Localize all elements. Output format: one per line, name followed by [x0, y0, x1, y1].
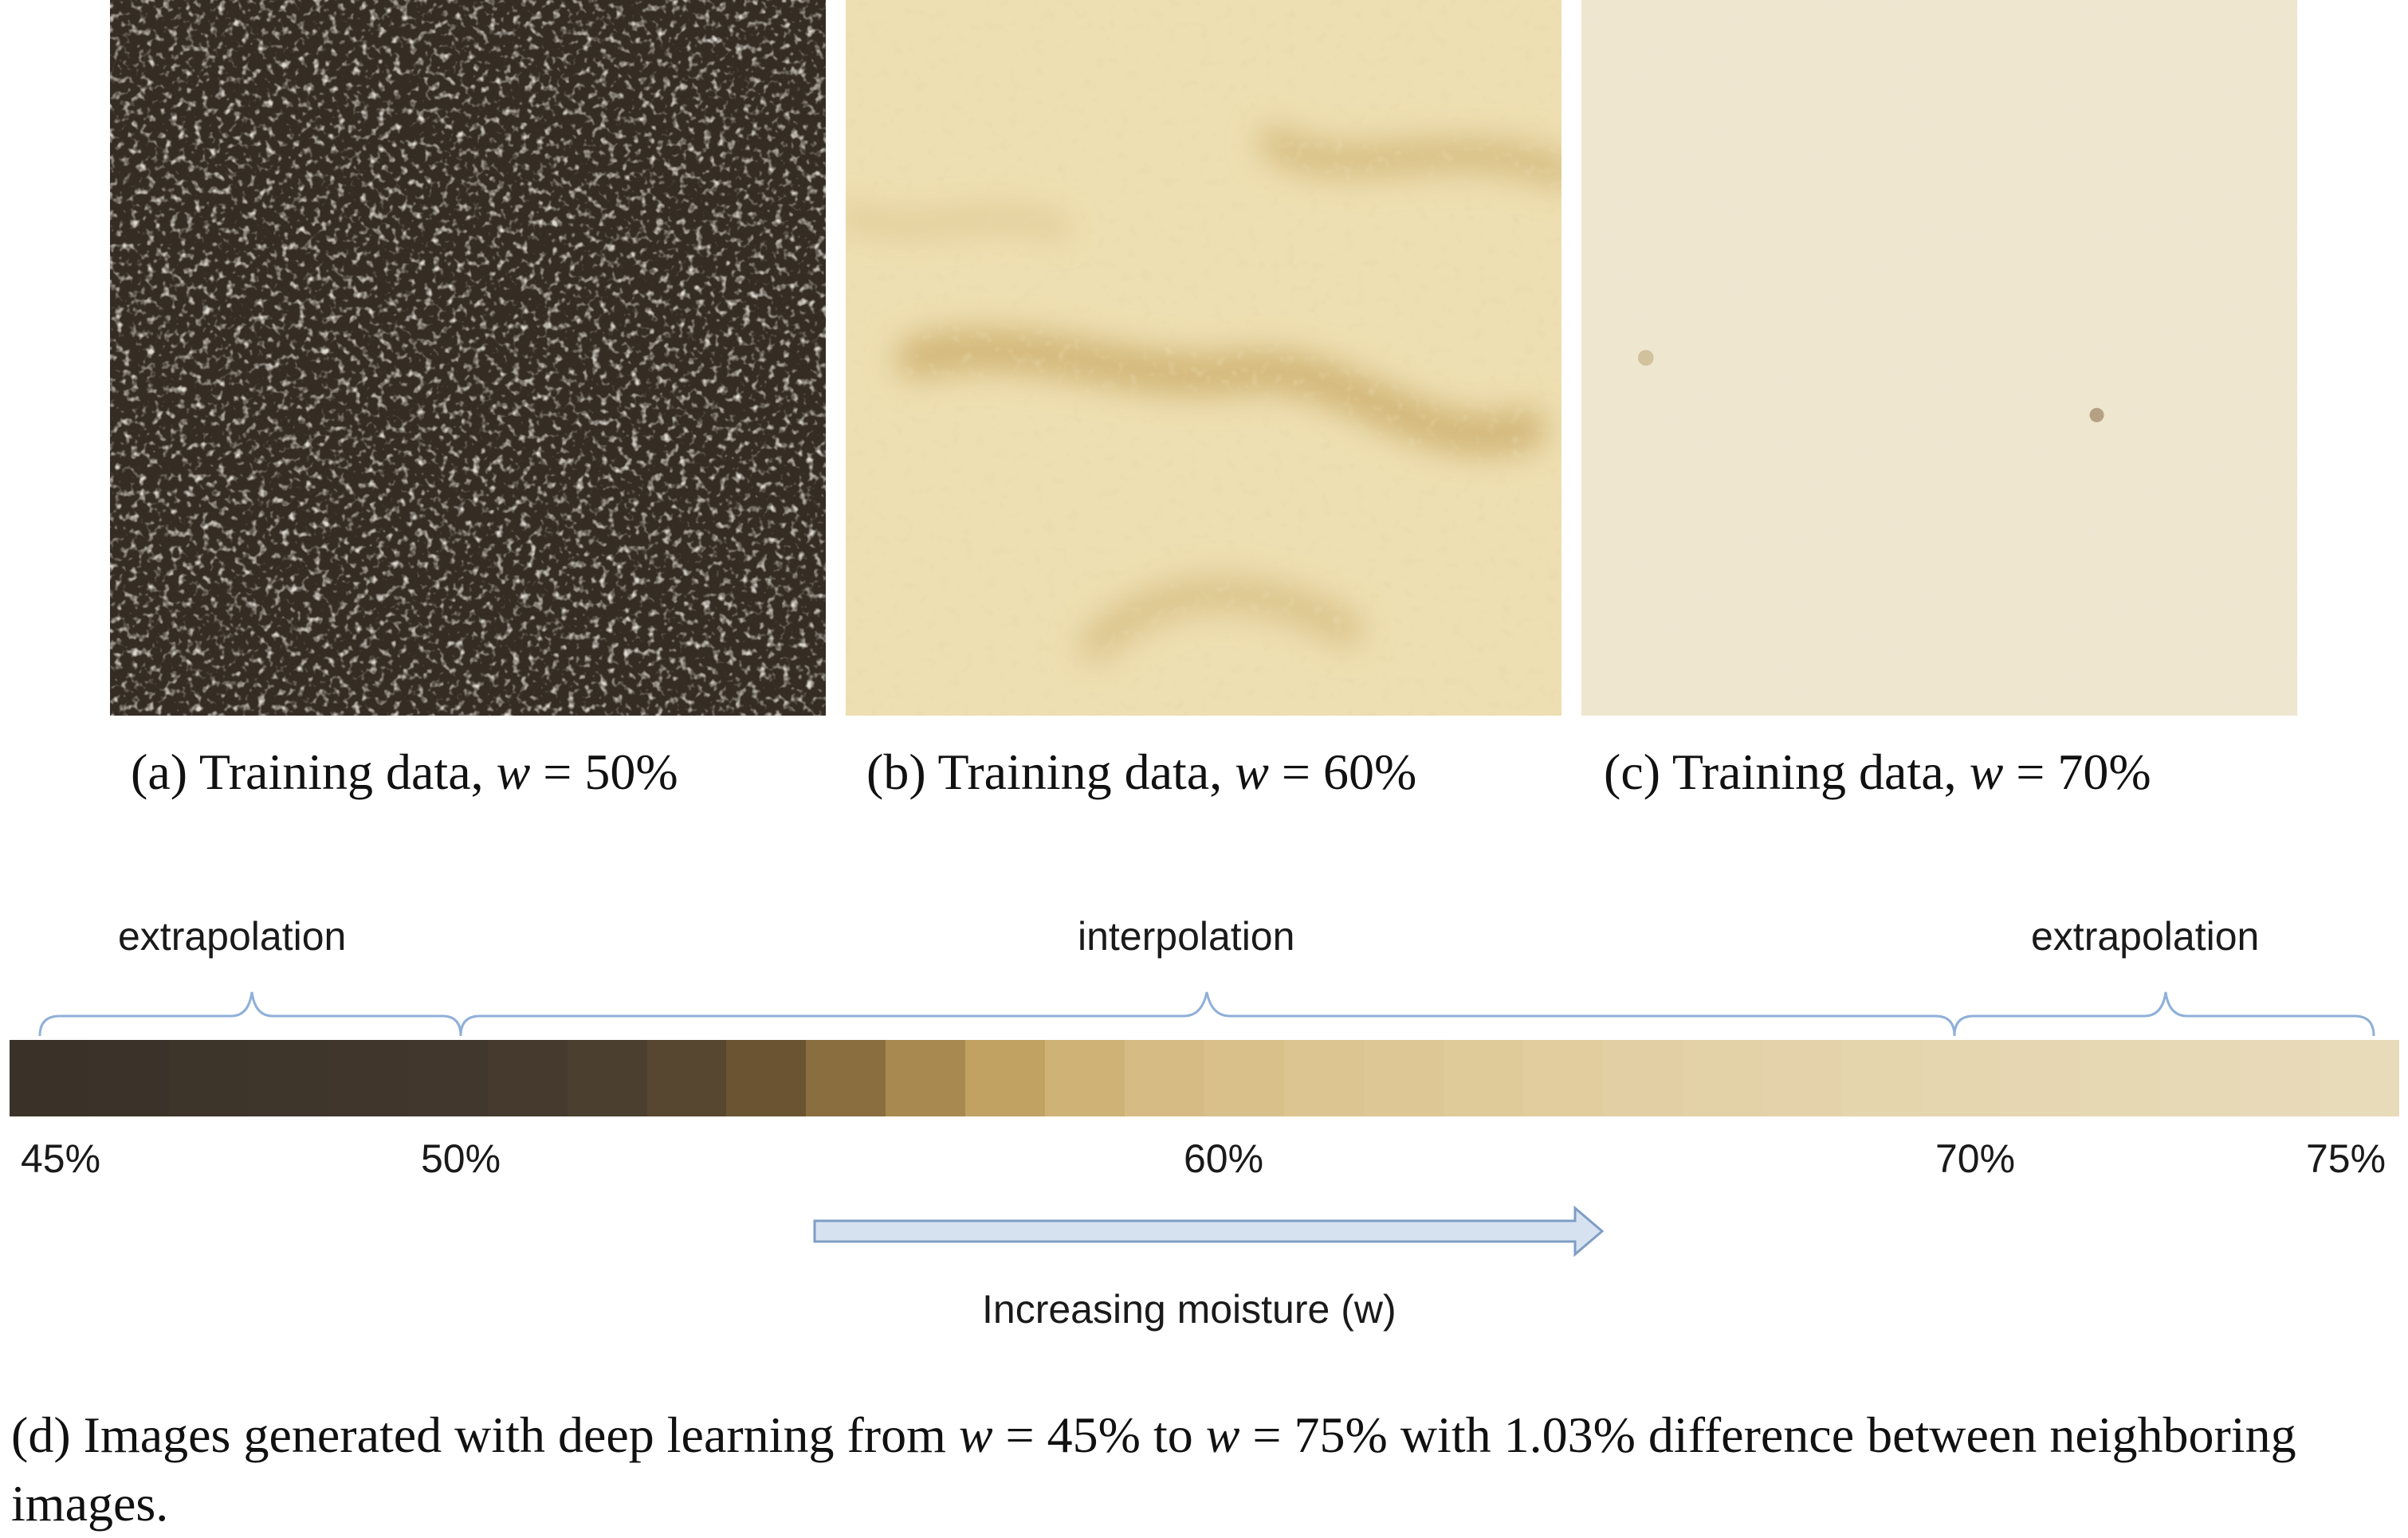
generated-image-cell — [328, 1040, 408, 1116]
caption-d-var2: w — [1205, 1407, 1240, 1463]
tick-45: 45% — [21, 1136, 101, 1181]
generated-image-cell — [248, 1040, 328, 1116]
generated-image-cell — [168, 1040, 249, 1116]
generated-image-cell — [407, 1040, 488, 1116]
generated-image-cell — [487, 1040, 568, 1116]
generated-image-cell — [886, 1040, 966, 1116]
caption-d-v1: 45% — [1047, 1407, 1141, 1463]
caption-c-eq: = — [2016, 743, 2045, 800]
caption-a-text: Training data, — [198, 743, 484, 800]
tick-50: 50% — [421, 1136, 501, 1181]
caption-d-suffix: with 1.03% difference between neighborin… — [11, 1407, 2296, 1532]
caption-d-var1: w — [958, 1407, 993, 1463]
tick-75: 75% — [2306, 1136, 2386, 1181]
caption-panel-d: (d) Images generated with deep learning … — [11, 1401, 2394, 1538]
tick-60: 60% — [1184, 1136, 1264, 1181]
generated-image-cell — [1762, 1040, 1842, 1116]
texture-panel-a — [110, 0, 826, 716]
generated-image-cell — [1125, 1040, 1205, 1116]
caption-a-value: 50% — [584, 743, 678, 800]
caption-b-var: w — [1235, 743, 1269, 800]
generated-image-cell — [1841, 1040, 1922, 1116]
generated-image-cell — [1045, 1040, 1125, 1116]
brace-left — [38, 991, 462, 1037]
caption-c-var: w — [1969, 743, 2004, 800]
generated-image-cell — [1363, 1040, 1444, 1116]
generated-image-cell — [965, 1040, 1046, 1116]
caption-b-value: 60% — [1322, 743, 1417, 800]
generated-image-cell — [1682, 1040, 1762, 1116]
caption-b-label: (b) — [866, 743, 926, 800]
texture-panel-c — [1581, 0, 2297, 716]
generated-image-cell — [2320, 1040, 2399, 1116]
generated-image-cell — [1602, 1040, 1683, 1116]
extrapolation-right-label: extrapolation — [2031, 914, 2260, 959]
generated-image-cell — [88, 1040, 169, 1116]
tick-70: 70% — [1935, 1136, 2016, 1181]
generated-image-cell — [2080, 1040, 2161, 1116]
generated-image-cell — [1921, 1040, 2001, 1116]
interpolation-label: interpolation — [1078, 914, 1295, 959]
generated-image-strip — [10, 1040, 2399, 1116]
caption-c-label: (c) — [1604, 743, 1661, 800]
generated-image-cell — [1443, 1040, 1523, 1116]
generated-image-cell — [2240, 1040, 2320, 1116]
generated-image-cell — [1522, 1040, 1603, 1116]
caption-panel-c: (c) Training data, w = 70% — [1604, 743, 2151, 802]
caption-d-prefix: (d) Images generated with deep learning … — [11, 1407, 946, 1463]
generated-image-cell — [567, 1040, 647, 1116]
caption-c-value: 70% — [2057, 743, 2151, 800]
brace-right — [1953, 991, 2375, 1037]
caption-d-eq2: = — [1252, 1407, 1282, 1463]
generated-image-cell — [2001, 1040, 2081, 1116]
caption-a-eq: = — [543, 743, 572, 800]
caption-b-text: Training data, — [937, 743, 1223, 800]
caption-d-v2: 75% — [1294, 1407, 1388, 1463]
region-braces — [38, 991, 2375, 1037]
generated-image-cell — [806, 1040, 886, 1116]
caption-b-eq: = — [1281, 743, 1310, 800]
caption-d-to: to — [1153, 1407, 1193, 1463]
caption-c-text: Training data, — [1671, 743, 1957, 800]
generated-image-cell — [1284, 1040, 1364, 1116]
caption-panel-b: (b) Training data, w = 60% — [866, 743, 1416, 802]
moisture-arrow — [813, 1205, 1605, 1257]
caption-a-var: w — [496, 743, 531, 800]
generated-image-cell — [646, 1040, 727, 1116]
generated-image-cell — [2160, 1040, 2241, 1116]
caption-d-eq1: = — [1005, 1407, 1035, 1463]
generated-image-cell — [726, 1040, 807, 1116]
caption-panel-a: (a) Training data, w = 50% — [131, 743, 678, 802]
moisture-arrow-label: Increasing moisture (w) — [982, 1287, 1396, 1332]
brace-center — [459, 991, 1956, 1037]
texture-panel-b — [846, 0, 1561, 716]
caption-a-label: (a) — [131, 743, 188, 800]
generated-image-cell — [1204, 1040, 1284, 1116]
extrapolation-left-label: extrapolation — [118, 914, 347, 959]
generated-image-cell — [10, 1040, 89, 1116]
